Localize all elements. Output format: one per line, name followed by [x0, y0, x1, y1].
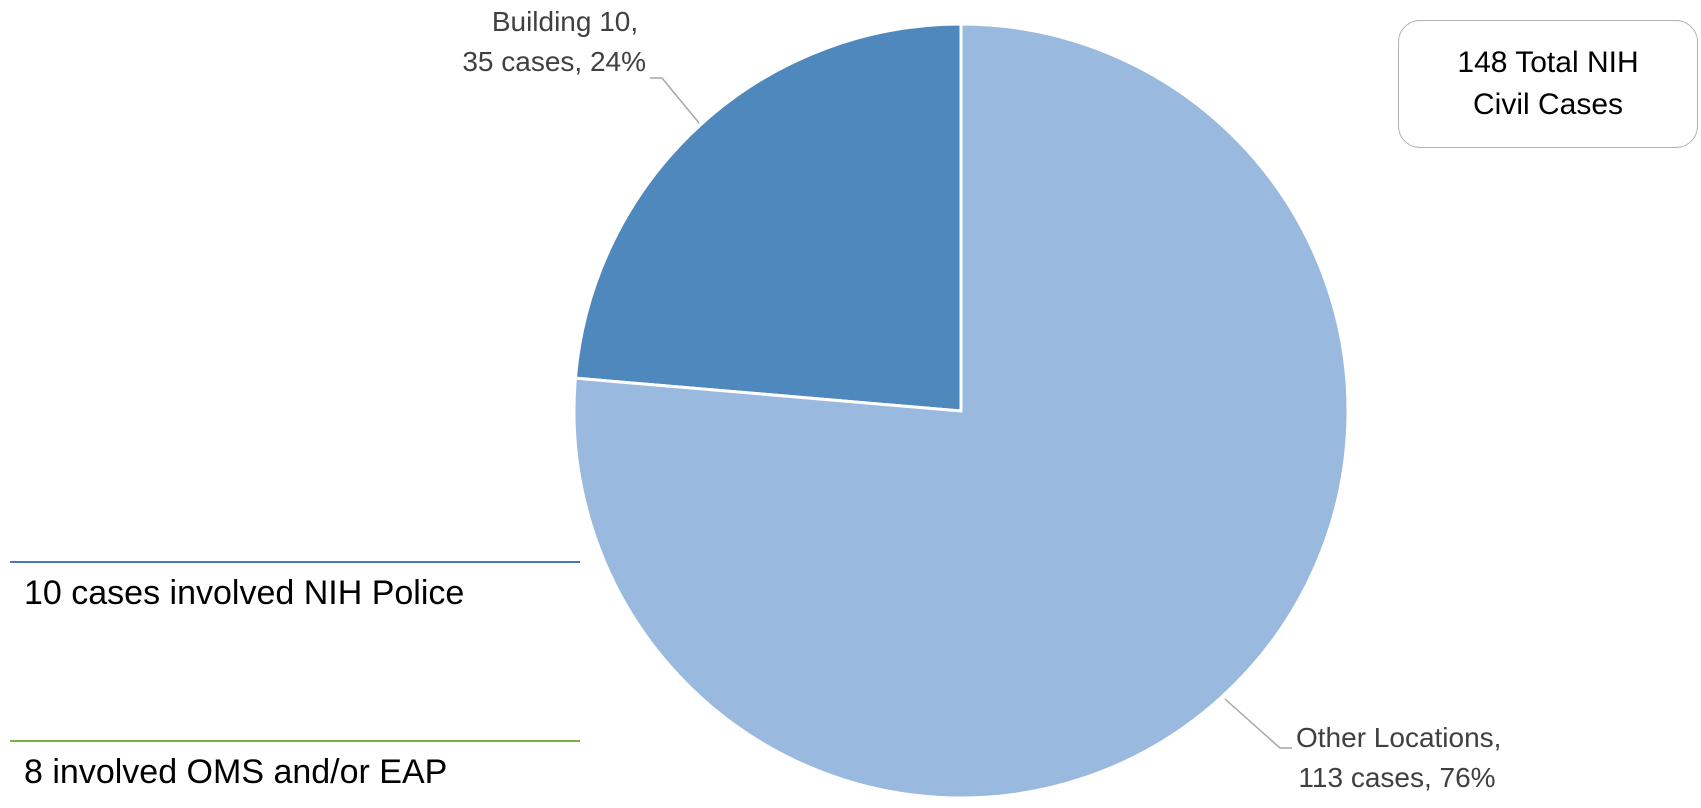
- note-line-police: [10, 561, 580, 563]
- note-police: 10 cases involved NIH Police: [24, 574, 465, 612]
- slice-label-other-locations-line2: 113 cases, 76%: [1298, 762, 1496, 793]
- pie-slice-other-locations: [572, 22, 1350, 800]
- slice-label-other-locations: Other Locations, 113 cases, 76%: [1262, 718, 1532, 798]
- leader-line-building-10: [650, 77, 700, 124]
- note-line-oms-eap: [10, 740, 580, 742]
- slice-label-building-10: Building 10, 35 cases, 24%: [400, 2, 730, 82]
- note-oms-eap: 8 involved OMS and/or EAP: [24, 753, 448, 791]
- leader-line-other-locations: [1224, 698, 1292, 749]
- slice-label-building-10-line2: 35 cases, 24%: [462, 46, 646, 77]
- total-cases-line2: Civil Cases: [1472, 88, 1624, 121]
- total-cases-line1: 148 Total NIH: [1457, 46, 1639, 79]
- slice-label-other-locations-line1: Other Locations,: [1296, 722, 1502, 753]
- pie-slice-building-10: [573, 22, 963, 413]
- total-cases-box: 148 Total NIH Civil Cases: [1398, 20, 1698, 148]
- slice-label-building-10-line1: Building 10,: [491, 6, 639, 37]
